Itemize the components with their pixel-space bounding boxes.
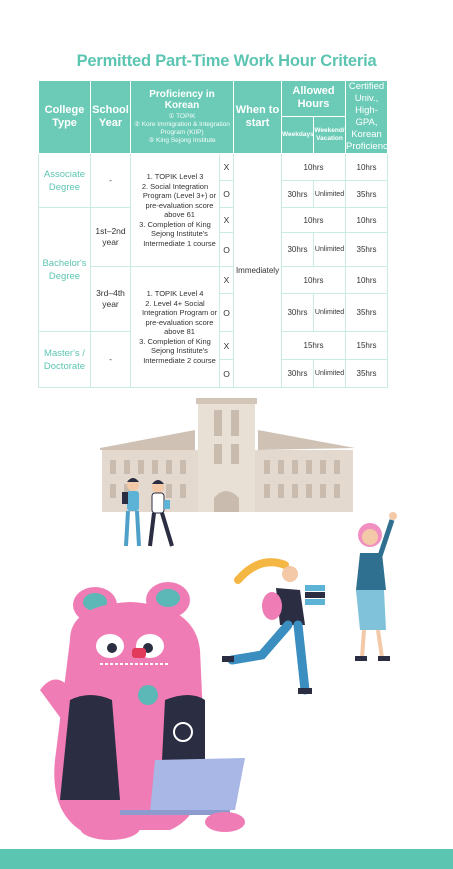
header-when-to-start: When to start (233, 80, 282, 154)
criteria-list: 1. TOPIK Level 4 2. Level 4+ Social Inte… (130, 266, 220, 388)
header-proficiency: Proficiency in Korean ① TOPIK ② Kore Imm… (130, 80, 234, 154)
school-year: - (90, 331, 131, 388)
criteria-table: College Type School Year Proficiency in … (38, 80, 393, 388)
certified-hours: 10hrs (345, 153, 389, 181)
criteria-item: 1. TOPIK Level 4 (146, 289, 204, 298)
proficiency-flag: X (219, 207, 234, 233)
proficiency-flag: X (219, 331, 234, 360)
header-weekend: Weekend/ Vacation (312, 115, 347, 155)
criteria-item: 3. Completion of King Sejong Institute's… (139, 219, 216, 248)
criteria-item: 1. TOPIK Level 3 (146, 172, 204, 181)
weekday-hours: 10hrs (280, 266, 347, 294)
school-year: 3rd–4th year (90, 266, 131, 332)
school-year: 1st–2nd year (90, 207, 131, 267)
certified-hours: 35hrs (345, 293, 389, 332)
header-proficiency-title: Proficiency in Korean (149, 89, 215, 111)
criteria-item: 3. Completion of King Sejong Institute's… (139, 336, 216, 365)
header-college-type: College Type (38, 80, 91, 154)
weekday-hours: 15hrs (280, 331, 347, 360)
weekend-hours: Unlimited (312, 359, 347, 388)
proficiency-option: ② Kore Immigration & Integration Program… (134, 121, 230, 136)
proficiency-flag: O (219, 180, 234, 208)
proficiency-flag: O (219, 359, 234, 388)
criteria-list: 1. TOPIK Level 3 2. Social Integration P… (130, 153, 220, 267)
weekday-hours: 30hrs (281, 180, 314, 208)
weekday-hours: 30hrs (281, 293, 314, 332)
weekday-hours: 30hrs (281, 232, 314, 267)
criteria-item: 2. Level 4+ Social Integration Program o… (141, 298, 218, 337)
college-type-bachelor: Bachelor's Degree (38, 207, 91, 332)
college-type-associate: Associate Degree (38, 153, 91, 208)
proficiency-flag: O (219, 232, 234, 267)
university-building-illustration (100, 398, 355, 512)
weekend-hours: Unlimited (312, 293, 347, 332)
certified-hours: 15hrs (345, 331, 389, 360)
proficiency-option: ① TOPIK (168, 113, 196, 120)
proficiency-flag: O (219, 293, 234, 332)
weekday-hours: 10hrs (280, 153, 347, 181)
certified-hours: 10hrs (345, 207, 389, 233)
school-year: - (90, 153, 131, 208)
proficiency-flag: X (219, 266, 234, 294)
college-type-masters: Master's / Doctorate (38, 331, 91, 388)
weekend-hours: Unlimited (312, 232, 347, 267)
running-student-illustration (222, 558, 325, 695)
weekday-hours: 10hrs (280, 207, 347, 233)
proficiency-option: ③ King Sejong Institute (148, 137, 216, 144)
proficiency-flag: X (219, 153, 234, 181)
students-talking-illustration (122, 478, 174, 547)
certified-hours: 35hrs (345, 359, 389, 388)
when-to-start-value: Immediately (233, 153, 282, 388)
campus-illustration (40, 398, 397, 840)
certified-hours: 10hrs (345, 266, 389, 294)
pink-mascot-illustration (40, 582, 245, 840)
certified-hours: 35hrs (345, 232, 389, 267)
header-certified: Certified Univ., High-GPA, Korean Profic… (345, 80, 393, 154)
header-weekdays: Weekdays (281, 115, 314, 155)
header-allowed-hours: Allowed Hours (280, 80, 347, 117)
certified-hours: 35hrs (345, 180, 389, 208)
bottom-bar (0, 849, 453, 869)
weekend-hours: Unlimited (312, 180, 347, 208)
criteria-item: 2. Social Integration Program (Level 3+)… (141, 181, 217, 220)
header-school-year: School Year (90, 80, 131, 154)
page-title: Permitted Part-Time Work Hour Criteria (76, 52, 377, 70)
waving-student-illustration (355, 512, 397, 661)
